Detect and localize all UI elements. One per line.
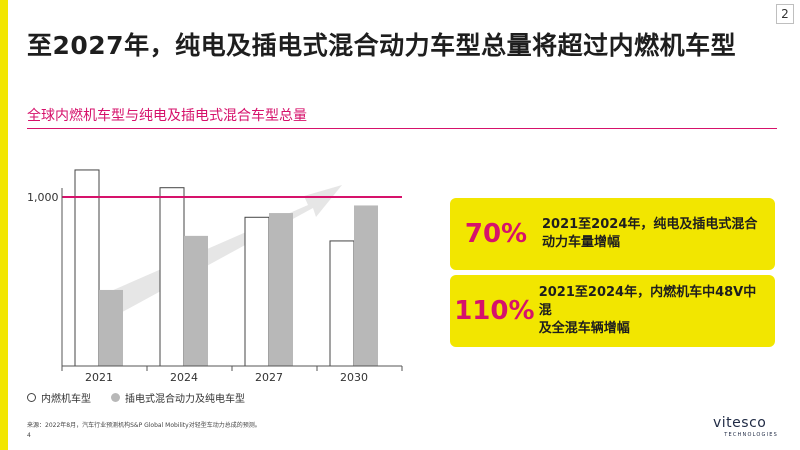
vitesco-logo: vitesco TECHNOLOGIES <box>713 416 778 438</box>
bars <box>74 169 378 367</box>
bar-ev-2024 <box>184 235 208 366</box>
stat-text-line: 2021至2024年，内燃机车中48V中混 <box>538 285 757 318</box>
bar-ev-2021 <box>99 289 123 366</box>
legend-label-ice: 内燃机车型 <box>41 394 91 405</box>
subtitle-divider <box>27 128 777 129</box>
bar-ev-2027 <box>269 213 293 366</box>
accent-bar <box>0 0 8 450</box>
legend-label-ev: 插电式混合动力及纯电车型 <box>125 394 245 405</box>
legend-item-ice: 内燃机车型 <box>27 390 91 405</box>
footer-page-number: 4 <box>27 432 31 439</box>
stat-percent: 110% <box>454 296 535 326</box>
chart-subtitle: 全球内燃机车型与纯电及插电式混合车型总量 <box>27 108 307 124</box>
bar-ev-2030 <box>354 205 378 366</box>
stat-description: 2021至2024年，纯电及插电式混合 动力车量增幅 <box>542 216 771 252</box>
axis: 1,000 2021 2024 2027 2030 <box>27 188 403 384</box>
logo-wordmark: vitesco <box>713 415 767 431</box>
bar-ice-2024 <box>159 187 185 367</box>
x-tick-label-2024: 2024 <box>170 371 198 384</box>
bar-ice-2021 <box>74 169 100 367</box>
y-tick-label: 1,000 <box>27 191 59 204</box>
stat-card-ev-growth: 70% 2021至2024年，纯电及插电式混合 动力车量增幅 <box>450 198 775 270</box>
stat-percent: 70% <box>464 219 528 249</box>
bar-ice-2030 <box>329 240 355 367</box>
trend-arrow-shape <box>95 185 342 322</box>
stat-text-line: 及全混车辆增幅 <box>538 321 630 336</box>
legend-swatch-ice <box>27 393 36 402</box>
page-number: 2 <box>776 4 794 24</box>
page-title: 至2027年，纯电及插电式混合动力车型总量将超过内燃机车型 <box>27 31 737 60</box>
x-tick-label-2027: 2027 <box>255 371 283 384</box>
legend: 内燃机车型 插电式混合动力及纯电车型 <box>27 390 265 405</box>
x-tick-label-2021: 2021 <box>85 371 113 384</box>
logo-tagline: TECHNOLOGIES <box>724 432 778 438</box>
stat-text-line: 动力车量增幅 <box>542 235 621 250</box>
stat-description: 2021至2024年，内燃机车中48V中混 及全混车辆增幅 <box>539 284 775 338</box>
legend-swatch-ev <box>111 393 120 402</box>
x-tick-label-2030: 2030 <box>340 371 368 384</box>
trend-arrow <box>95 185 342 322</box>
source-note: 来源：2022年8月，汽车行业预测机构S&P Global Mobility对轻… <box>27 422 261 429</box>
stat-card-hybrid-growth: 110% 2021至2024年，内燃机车中48V中混 及全混车辆增幅 <box>450 275 775 347</box>
legend-item-ev: 插电式混合动力及纯电车型 <box>111 390 245 405</box>
stat-text-line: 2021至2024年，纯电及插电式混合 <box>542 217 758 232</box>
bar-ice-2027 <box>244 216 270 367</box>
